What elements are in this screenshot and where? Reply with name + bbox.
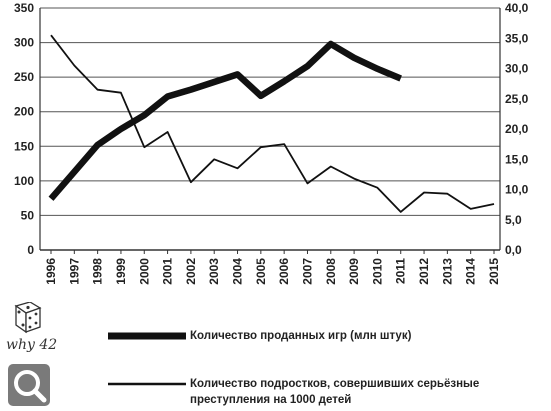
series-line-crimes (50, 34, 495, 213)
x-tick-label: 2002 (184, 258, 198, 285)
legend-label-crimes: Количество подростков, совершивших серьё… (190, 378, 480, 406)
plot-area (48, 34, 495, 213)
y-left-tick-label: 200 (14, 105, 34, 119)
y-right-tick-label: 25,0 (505, 92, 529, 106)
gridlines (39, 7, 501, 251)
y-left-tick-label: 150 (14, 139, 34, 153)
magnifier-logo (8, 364, 50, 406)
y-left-tick-label: 50 (21, 208, 35, 222)
x-tick-label: 2000 (137, 258, 151, 285)
x-tick-label: 1997 (67, 258, 81, 285)
y-axis-right: 0,0 5,0 10,0 15,0 20,0 25,0 30,0 35,0 40,0 (505, 1, 529, 257)
y-left-tick-label: 100 (14, 174, 34, 188)
y-left-tick-label: 250 (14, 70, 34, 84)
y-right-tick-label: 10,0 (505, 183, 529, 197)
x-tick-label: 2010 (370, 258, 384, 285)
y-axis-left: 0 50 100 150 200 250 300 350 (14, 1, 34, 257)
y-left-tick-label: 300 (14, 36, 34, 50)
legend-item-games: Количество проданных игр (млн штук) (108, 328, 411, 344)
x-tick-label: 2015 (487, 258, 501, 285)
x-tick-label: 2008 (324, 258, 338, 285)
x-tick-label: 1998 (91, 258, 105, 285)
x-tick-label: 2004 (231, 258, 245, 285)
x-tick-label: 2005 (254, 258, 268, 285)
x-tick-label: 2006 (277, 258, 291, 285)
y-right-tick-label: 20,0 (505, 122, 529, 136)
x-tick-label: 1999 (114, 258, 128, 285)
x-tick-label: 2009 (347, 258, 361, 285)
y-right-tick-label: 5,0 (505, 213, 522, 227)
y-left-tick-label: 0 (27, 243, 34, 257)
legend-label-games: Количество проданных игр (млн штук) (190, 330, 412, 342)
y-right-tick-label: 35,0 (505, 31, 529, 45)
x-tick-label: 2007 (300, 258, 314, 285)
x-tick-label: 2003 (207, 258, 221, 285)
dice-icon (14, 302, 42, 334)
y-right-tick-label: 30,0 (505, 62, 529, 76)
x-tick-label: 2001 (161, 258, 175, 285)
x-tick-label: 1996 (44, 258, 58, 285)
why42-logo-text: why 42 (6, 337, 57, 353)
why42-logo: why 42 (6, 302, 57, 353)
y-right-tick-label: 0,0 (505, 243, 522, 257)
x-tick-label: 2012 (417, 258, 431, 285)
y-right-tick-label: 15,0 (505, 152, 529, 166)
legend-swatch-thick (108, 332, 186, 340)
x-tick-label: 2011 (394, 258, 408, 284)
y-right-tick-label: 40,0 (505, 1, 529, 15)
legend-item-crimes: Количество подростков, совершивших серьё… (108, 376, 548, 408)
chart: 0 50 100 150 200 250 300 350 0,0 5,0 10,0 15,0 20,0… (14, 1, 529, 285)
series-line-games (48, 40, 402, 201)
x-axis: 1996 1997 1998 1999 2000 2001 2002 2003 2004 2005… (44, 250, 501, 285)
x-tick-label: 2014 (464, 258, 478, 285)
legend-swatch-thin (108, 382, 186, 386)
x-tick-label: 2013 (440, 258, 454, 285)
y-left-tick-label: 350 (14, 1, 34, 15)
